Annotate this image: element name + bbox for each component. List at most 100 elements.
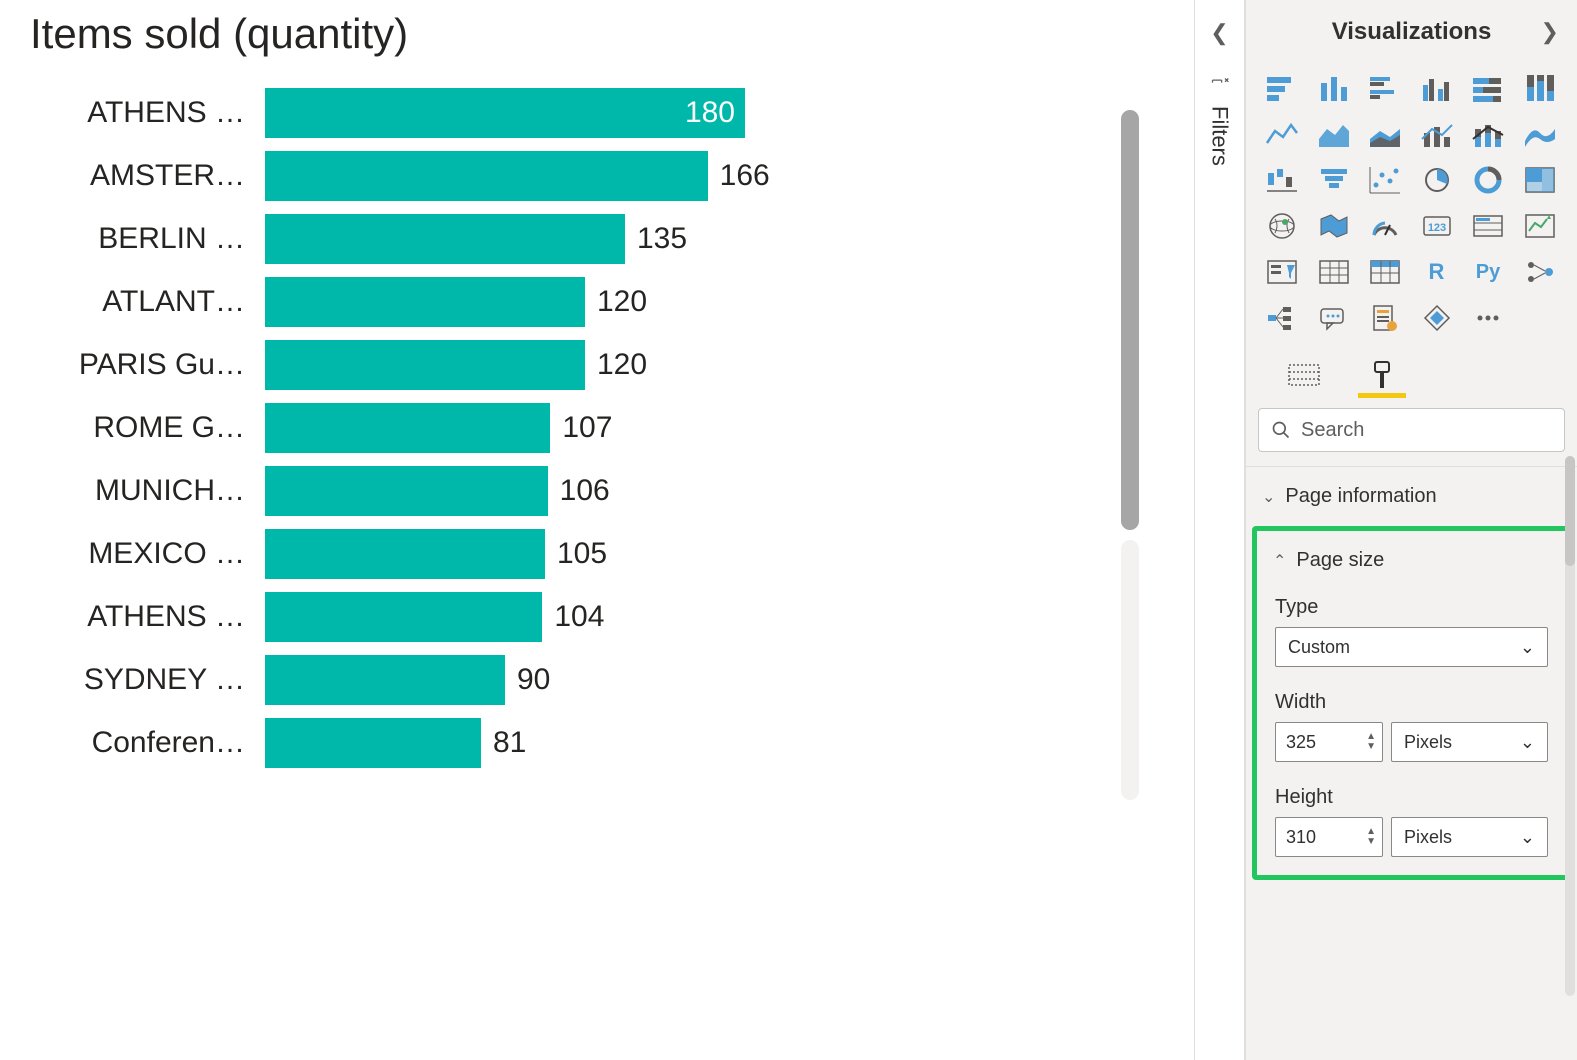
filled-map-icon[interactable] xyxy=(1312,206,1356,246)
bar-track: 107 xyxy=(265,403,1164,453)
bar-label: MEXICO … xyxy=(30,537,265,571)
multi-card-icon[interactable] xyxy=(1466,206,1510,246)
line-column-stacked-icon[interactable] xyxy=(1466,114,1510,154)
table-icon[interactable] xyxy=(1312,252,1356,292)
bar-track: 106 xyxy=(265,466,1164,516)
bar-value: 120 xyxy=(597,348,647,382)
area-icon[interactable] xyxy=(1312,114,1356,154)
clustered-bar-icon[interactable] xyxy=(1363,68,1407,108)
bar-value: 166 xyxy=(720,159,770,193)
chart-title: Items sold (quantity) xyxy=(30,10,1164,58)
bar[interactable] xyxy=(265,340,585,390)
hundred-bar-icon[interactable] xyxy=(1466,68,1510,108)
chart-scrollbar[interactable] xyxy=(1121,110,1139,800)
bar[interactable] xyxy=(265,655,505,705)
visualizations-header: ❮ Visualizations ❯ xyxy=(1246,0,1577,64)
line-column-icon[interactable] xyxy=(1415,114,1459,154)
chart-scrollbar-thumb[interactable] xyxy=(1121,110,1139,530)
bar-track: 90 xyxy=(265,655,1164,705)
bar[interactable] xyxy=(265,592,542,642)
gauge-icon[interactable] xyxy=(1363,206,1407,246)
type-value: Custom xyxy=(1288,637,1350,658)
format-tab[interactable] xyxy=(1358,354,1406,396)
line-icon[interactable] xyxy=(1260,114,1304,154)
pie-icon[interactable] xyxy=(1415,160,1459,200)
panel-expand-chevron[interactable]: ❯ xyxy=(1541,19,1559,45)
power-apps-icon[interactable] xyxy=(1415,298,1459,338)
page-information-section[interactable]: ⌄ Page information xyxy=(1246,466,1577,526)
bar-value: 105 xyxy=(557,537,607,571)
bar[interactable] xyxy=(265,277,585,327)
hundred-column-icon[interactable] xyxy=(1518,68,1562,108)
funnel-icon[interactable] xyxy=(1312,160,1356,200)
ribbon-icon[interactable] xyxy=(1518,114,1562,154)
stacked-column-icon[interactable] xyxy=(1312,68,1356,108)
stacked-bar-icon[interactable] xyxy=(1260,68,1304,108)
waterfall-icon[interactable] xyxy=(1260,160,1304,200)
scatter-icon[interactable] xyxy=(1363,160,1407,200)
bar-value: 104 xyxy=(554,600,604,634)
search-input[interactable]: Search xyxy=(1258,408,1565,452)
clustered-column-icon[interactable] xyxy=(1415,68,1459,108)
page-information-label: Page information xyxy=(1285,485,1436,508)
bar-track: 180 xyxy=(265,88,1164,138)
page-size-section[interactable]: ⌃ Page size xyxy=(1257,531,1566,590)
page-size-height-field: Height 310 ▲▼ Pixels ⌄ xyxy=(1257,780,1566,857)
bar[interactable]: 180 xyxy=(265,88,745,138)
height-unit: Pixels xyxy=(1404,827,1452,848)
bar-row: BERLIN …135 xyxy=(30,214,1164,264)
width-spinner[interactable]: ▲▼ xyxy=(1366,732,1376,752)
bar-value: 81 xyxy=(493,726,526,760)
bar-label: ATHENS … xyxy=(30,96,265,130)
chevron-down-icon: ⌄ xyxy=(1520,732,1535,753)
bar-value: 120 xyxy=(597,285,647,319)
paginated-report-icon[interactable] xyxy=(1363,298,1407,338)
height-input[interactable]: 310 ▲▼ xyxy=(1275,817,1383,857)
panel-scrollbar-thumb[interactable] xyxy=(1565,456,1575,566)
bar-row: Conferen… 81 xyxy=(30,718,1164,768)
filters-label[interactable]: Filters xyxy=(1207,76,1233,166)
r-visual-icon[interactable]: R xyxy=(1415,252,1459,292)
slicer-icon[interactable] xyxy=(1260,252,1304,292)
width-unit-select[interactable]: Pixels ⌄ xyxy=(1391,722,1548,762)
bar[interactable] xyxy=(265,214,625,264)
bar-label: Conferen… xyxy=(30,726,265,760)
python-visual-icon[interactable]: Py xyxy=(1466,252,1510,292)
bar[interactable] xyxy=(265,718,481,768)
bar-row: ATHENS …180 xyxy=(30,88,1164,138)
stacked-area-icon[interactable] xyxy=(1363,114,1407,154)
kpi-icon[interactable] xyxy=(1518,206,1562,246)
bar[interactable] xyxy=(265,466,548,516)
donut-icon[interactable] xyxy=(1466,160,1510,200)
chevron-up-icon: ⌃ xyxy=(1273,551,1286,571)
map-icon[interactable] xyxy=(1260,206,1304,246)
height-spinner[interactable]: ▲▼ xyxy=(1366,827,1376,847)
width-input[interactable]: 325 ▲▼ xyxy=(1275,722,1383,762)
bar-track: 104 xyxy=(265,592,1164,642)
card-icon[interactable]: 123 xyxy=(1415,206,1459,246)
key-influencers-icon[interactable] xyxy=(1518,252,1562,292)
panel-scrollbar[interactable] xyxy=(1565,456,1575,996)
filters-expand-chevron[interactable]: ❮ xyxy=(1210,20,1228,46)
bar-value: 135 xyxy=(637,222,687,256)
matrix-icon[interactable] xyxy=(1363,252,1407,292)
bar[interactable] xyxy=(265,529,545,579)
qna-icon[interactable] xyxy=(1312,298,1356,338)
bar[interactable] xyxy=(265,403,550,453)
bar[interactable] xyxy=(265,151,708,201)
height-unit-select[interactable]: Pixels ⌄ xyxy=(1391,817,1548,857)
fields-tab[interactable] xyxy=(1280,354,1328,396)
bar-row: SYDNEY …90 xyxy=(30,655,1164,705)
more-options-icon[interactable] xyxy=(1466,298,1510,338)
filters-text: Filters xyxy=(1207,106,1233,166)
type-select[interactable]: Custom ⌄ xyxy=(1275,627,1548,667)
bar-label: SYDNEY … xyxy=(30,663,265,697)
decomposition-icon[interactable] xyxy=(1260,298,1304,338)
bar-value: 106 xyxy=(560,474,610,508)
width-unit: Pixels xyxy=(1404,732,1452,753)
bar-track: 135 xyxy=(265,214,1164,264)
width-label: Width xyxy=(1275,691,1548,714)
type-label: Type xyxy=(1275,596,1548,619)
bar-row: MUNICH…106 xyxy=(30,466,1164,516)
treemap-icon[interactable] xyxy=(1518,160,1562,200)
